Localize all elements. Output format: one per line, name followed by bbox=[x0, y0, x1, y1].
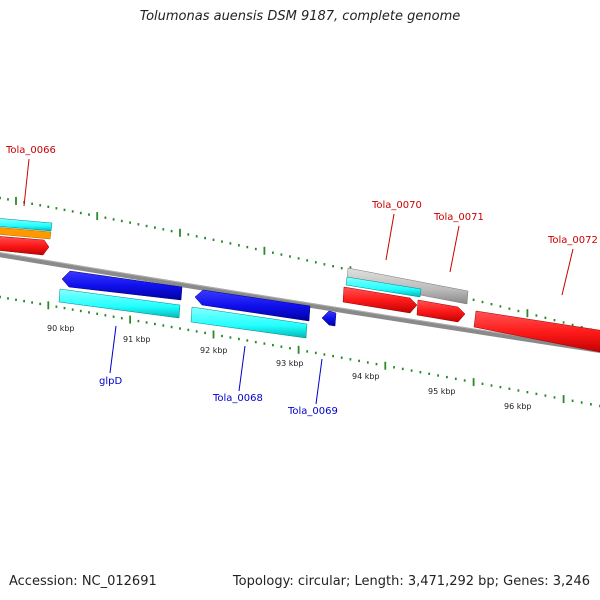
gene-labels: Tola_0066 Tola_0070 Tola_0071 Tola_0072 … bbox=[5, 145, 598, 417]
gene-label-glpd: glpD bbox=[99, 376, 122, 387]
feature-tola-0071[interactable] bbox=[416, 299, 466, 323]
gene-label-tola-0068: Tola_0068 bbox=[212, 393, 263, 404]
tick-row-upper bbox=[0, 196, 600, 334]
gene-label-tola-0072: Tola_0072 bbox=[547, 235, 598, 246]
topology-summary: Topology: circular; Length: 3,471,292 bp… bbox=[232, 574, 590, 589]
scale-label-95: 95 kbp bbox=[428, 387, 456, 396]
feature-tola-0072[interactable] bbox=[473, 310, 600, 353]
scale-label-92: 92 kbp bbox=[200, 346, 228, 355]
gene-label-tola-0070: Tola_0070 bbox=[371, 200, 422, 211]
gene-label-tola-0066: Tola_0066 bbox=[5, 145, 56, 156]
scale-label-90: 90 kbp bbox=[47, 324, 75, 333]
tick-row-lower bbox=[0, 295, 600, 408]
scale-label-94: 94 kbp bbox=[352, 372, 380, 381]
gene-label-tola-0069: Tola_0069 bbox=[287, 406, 338, 417]
feature-tola-0068[interactable] bbox=[190, 289, 311, 339]
map-title: Tolumonas auensis DSM 9187, complete gen… bbox=[139, 9, 461, 24]
scale-label-93: 93 kbp bbox=[276, 359, 304, 368]
feature-tola-0069[interactable] bbox=[321, 310, 337, 327]
feature-tola-0066-group[interactable] bbox=[0, 218, 53, 256]
feature-glpd[interactable] bbox=[58, 270, 183, 319]
scale-labels: 90 kbp 91 kbp 92 kbp 93 kbp 94 kbp 95 kb… bbox=[47, 324, 532, 411]
leader-lines bbox=[23, 158, 574, 405]
gene-label-tola-0071: Tola_0071 bbox=[433, 212, 484, 223]
scale-label-96: 96 kbp bbox=[504, 402, 532, 411]
feature-tola-0070[interactable] bbox=[342, 267, 469, 314]
scale-label-91: 91 kbp bbox=[123, 335, 151, 344]
accession-text: Accession: NC_012691 bbox=[9, 574, 157, 589]
